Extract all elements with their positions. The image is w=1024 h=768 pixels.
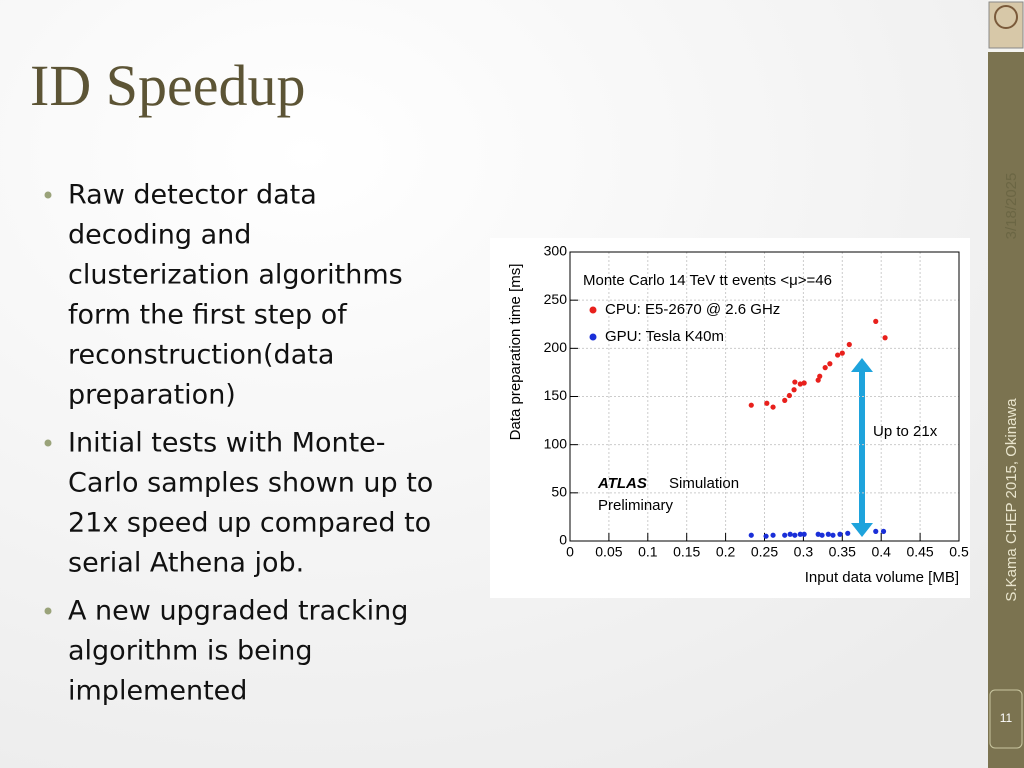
bullet-text: implemented bbox=[68, 676, 247, 707]
logo-globe bbox=[994, 5, 1018, 29]
bullet-dot bbox=[44, 191, 52, 199]
x-tick-label: 0.25 bbox=[751, 544, 778, 560]
point bbox=[880, 528, 887, 534]
point bbox=[787, 531, 793, 537]
x-tick-label: 0.05 bbox=[595, 544, 622, 560]
logo bbox=[988, 1, 1024, 49]
x-tick-label: 0.15 bbox=[673, 544, 700, 560]
bullet-text: decoding and bbox=[68, 220, 251, 251]
sidebar bbox=[988, 52, 1024, 768]
arrow-head bbox=[851, 358, 873, 372]
bullet-text: Initial tests with Monte- bbox=[68, 428, 386, 459]
point bbox=[792, 532, 798, 538]
point bbox=[817, 373, 823, 379]
x-tick-label: 0.35 bbox=[829, 544, 856, 560]
point bbox=[837, 531, 843, 537]
point bbox=[801, 531, 807, 537]
x-tick-label: 0 bbox=[566, 544, 574, 560]
point bbox=[782, 397, 788, 403]
x-tick-label: 0.45 bbox=[906, 544, 933, 560]
point bbox=[748, 532, 754, 538]
y-tick-label: 0 bbox=[559, 532, 567, 548]
bullet-list: Raw detector data decoding and clusterizat… bbox=[44, 180, 433, 707]
point bbox=[791, 387, 797, 393]
point bbox=[786, 392, 792, 399]
bullet-text: preparation) bbox=[68, 380, 236, 411]
point bbox=[839, 350, 845, 356]
point bbox=[748, 402, 754, 408]
y-tick-label: 200 bbox=[544, 339, 568, 355]
bullet-text: A new upgraded tracking bbox=[68, 596, 408, 627]
footer: S.Kama CHEP 2015, Okinawa bbox=[1003, 398, 1020, 602]
legend-marker bbox=[589, 306, 597, 314]
point bbox=[763, 533, 769, 539]
x-axis-label: Input data volume [MB] bbox=[805, 569, 959, 586]
x-tick-label: 0.4 bbox=[871, 544, 891, 560]
point bbox=[819, 532, 825, 538]
y-tick-label: 150 bbox=[544, 387, 568, 403]
point bbox=[797, 381, 803, 387]
x-tick-label: 0.5 bbox=[949, 544, 969, 560]
point bbox=[873, 318, 879, 324]
legend-label: CPU: E5-2670 @ 2.6 GHz bbox=[605, 301, 780, 318]
bullet-text: algorithm is being bbox=[68, 636, 313, 667]
page-box bbox=[989, 689, 1023, 749]
x-tick-label: 0.2 bbox=[716, 544, 736, 560]
annotation: Monte Carlo 14 TeV tt events <μ>=46 bbox=[583, 272, 832, 289]
point bbox=[827, 361, 833, 367]
page-number: 11 bbox=[1000, 711, 1013, 725]
slide-title: ID Speedup bbox=[30, 53, 305, 118]
bullet-text: serial Athena job. bbox=[68, 548, 304, 579]
point bbox=[782, 532, 788, 538]
point bbox=[770, 404, 776, 410]
point bbox=[830, 532, 836, 538]
chart: 0 50 100 150 200 250 300 0 0.05 0.1 0.15 0.2 0.25 0.3… bbox=[490, 238, 970, 598]
point bbox=[873, 528, 879, 534]
bullet-dot bbox=[44, 439, 52, 447]
point bbox=[770, 532, 776, 538]
annotation: Simulation bbox=[669, 475, 739, 492]
bullet-text: 21x speed up compared to bbox=[68, 508, 431, 539]
point bbox=[764, 400, 770, 406]
annotation: ATLAS bbox=[597, 475, 647, 492]
bullet-dot bbox=[44, 607, 52, 615]
point bbox=[882, 335, 888, 341]
point bbox=[815, 531, 821, 537]
date: 3/18/2025 bbox=[1003, 173, 1020, 240]
point bbox=[845, 530, 851, 536]
bullet-text: reconstruction(data bbox=[68, 340, 334, 371]
y-axis-label: Data preparation time [ms] bbox=[507, 264, 524, 441]
point bbox=[825, 531, 831, 537]
bullet-text: Raw detector data bbox=[68, 180, 317, 211]
legend-label: GPU: Tesla K40m bbox=[605, 328, 724, 345]
annotation: Up to 21x bbox=[873, 423, 938, 440]
point bbox=[846, 341, 852, 348]
bullet-text: form the first step of bbox=[68, 300, 348, 331]
y-tick-label: 50 bbox=[551, 484, 567, 500]
point bbox=[792, 379, 798, 385]
point bbox=[835, 352, 841, 358]
annotation: Preliminary bbox=[598, 497, 674, 514]
legend-marker bbox=[589, 333, 597, 341]
bullet-text: clusterization algorithms bbox=[68, 260, 403, 291]
y-tick-label: 250 bbox=[544, 291, 568, 307]
point bbox=[822, 365, 828, 371]
arrow-head bbox=[851, 523, 873, 537]
point bbox=[797, 531, 803, 537]
y-tick-label: 100 bbox=[544, 435, 568, 451]
bullet-text: Carlo samples shown up to bbox=[68, 468, 433, 499]
plot-frame bbox=[569, 251, 960, 542]
point bbox=[801, 380, 807, 386]
x-tick-label: 0.3 bbox=[794, 544, 814, 560]
y-tick-label: 300 bbox=[544, 243, 568, 259]
x-tick-label: 0.1 bbox=[638, 544, 658, 560]
